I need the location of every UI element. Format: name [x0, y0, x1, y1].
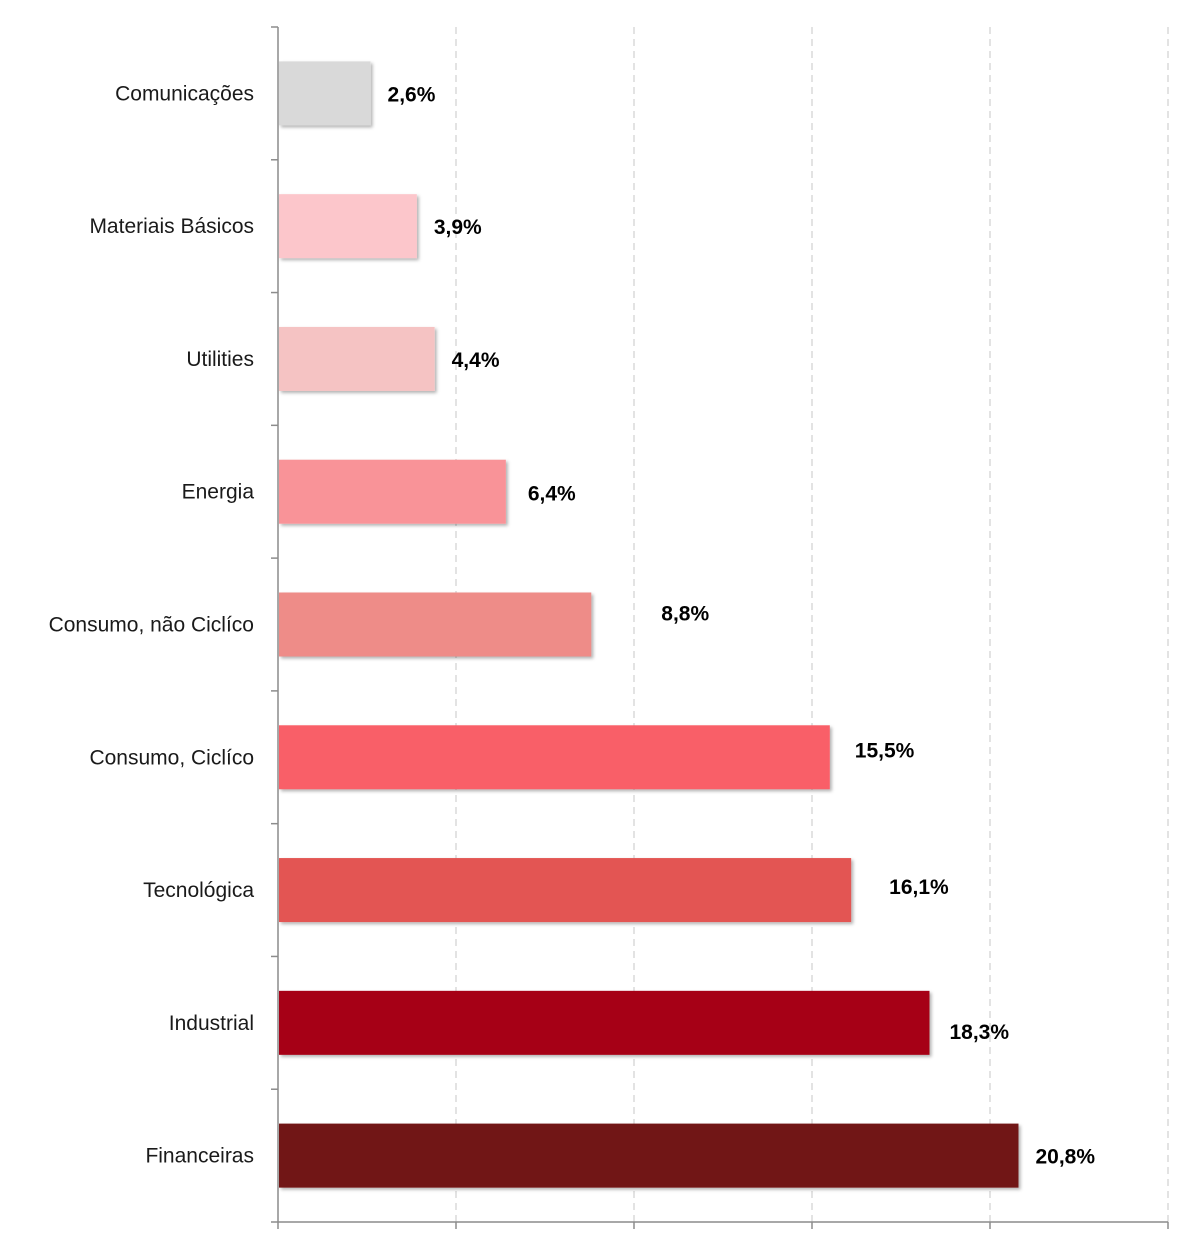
category-label: Consumo, Ciclíco	[89, 746, 254, 769]
data-label: 16,1%	[889, 876, 949, 899]
data-label: 15,5%	[855, 739, 915, 762]
bar	[279, 194, 417, 259]
labels: 0%5%10%15%20%25%Comunicações2,6%Materiai…	[49, 82, 1189, 1235]
category-label: Comunicações	[115, 82, 254, 105]
category-label: Energia	[182, 481, 255, 504]
category-label: Tecnológica	[143, 879, 254, 902]
bar	[279, 61, 371, 126]
category-label: Consumo, não Ciclíco	[49, 614, 254, 637]
data-label: 20,8%	[1035, 1146, 1095, 1169]
data-label: 6,4%	[528, 483, 576, 506]
axes	[271, 26, 1169, 1229]
category-label: Financeiras	[145, 1145, 254, 1168]
bar	[279, 592, 592, 657]
category-label: Industrial	[169, 1012, 254, 1035]
bar	[279, 725, 830, 790]
data-label: 2,6%	[388, 83, 436, 106]
bar	[279, 326, 435, 391]
bars	[279, 61, 1019, 1188]
bar	[279, 858, 852, 923]
data-label: 3,9%	[434, 216, 482, 239]
category-label: Utilities	[186, 348, 254, 371]
data-label: 18,3%	[949, 1021, 1009, 1044]
bar	[279, 1123, 1019, 1188]
category-label: Materiais Básicos	[89, 215, 254, 238]
data-label: 8,8%	[661, 603, 709, 626]
bar	[279, 459, 506, 524]
bar	[279, 990, 930, 1055]
data-label: 4,4%	[452, 349, 500, 372]
